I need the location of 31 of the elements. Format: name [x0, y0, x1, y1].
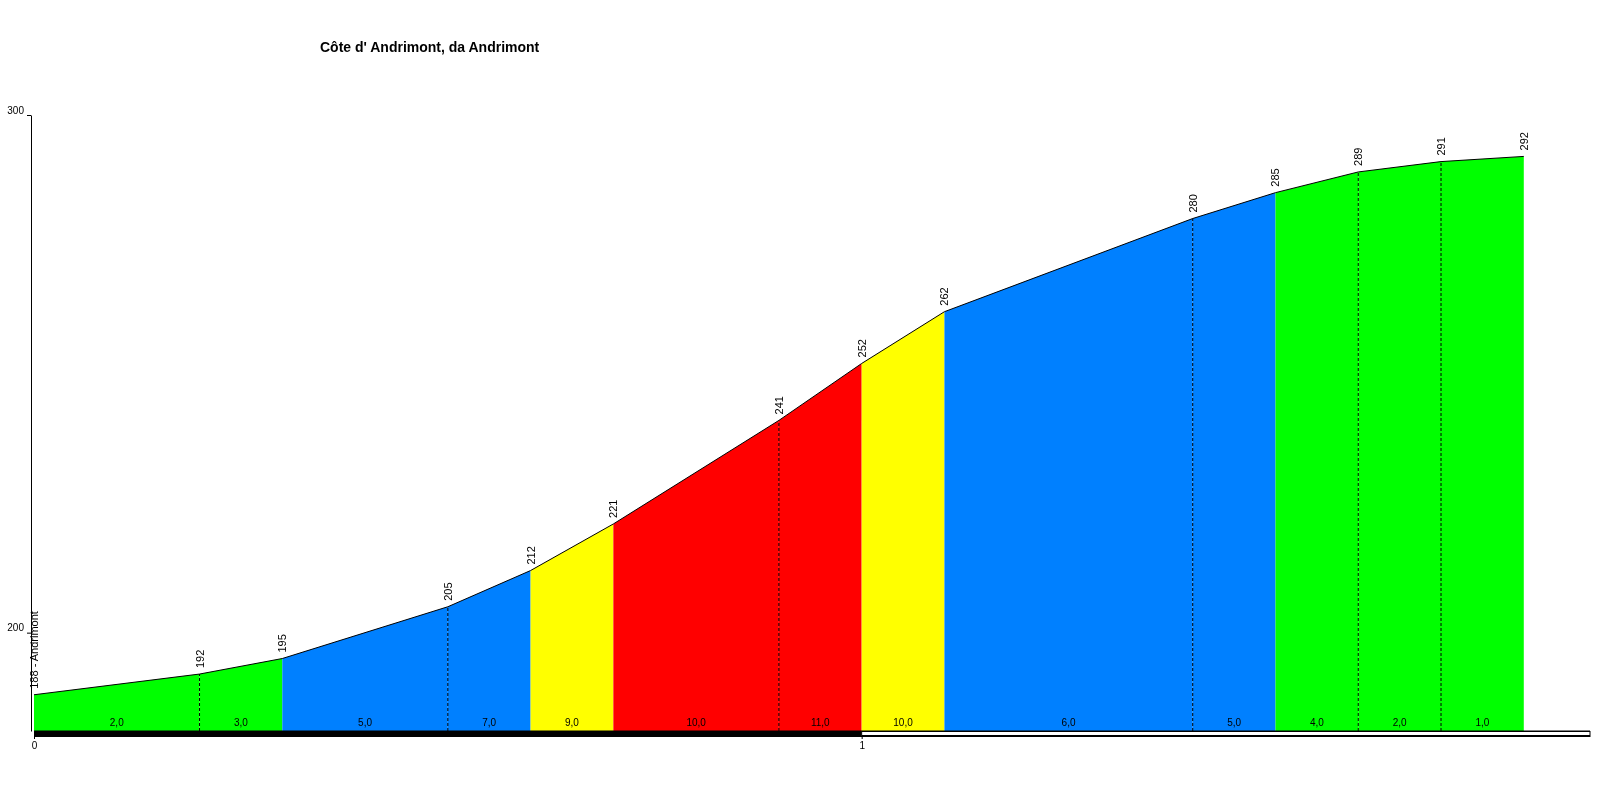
data-label: 285: [1269, 168, 1282, 187]
data-label: 195: [276, 634, 289, 653]
annotation: 4,0: [1309, 716, 1325, 728]
annotation: 2,0: [109, 716, 125, 728]
data-label: 205: [441, 582, 454, 601]
data-label: 262: [938, 287, 951, 306]
annotation: 3,0: [233, 716, 249, 728]
x-tick-label: 1: [859, 740, 866, 752]
annotation: 5,0: [358, 716, 373, 728]
x-tick-label: 0: [31, 740, 38, 752]
y-tick-label: 300: [7, 104, 25, 116]
annotation: 11,0: [810, 716, 831, 728]
y-tick-label: 200: [7, 622, 25, 634]
annotation: 7,0: [482, 716, 497, 728]
data-label: 212: [524, 546, 537, 565]
data-label: 252: [855, 339, 868, 358]
data-label: 241: [772, 396, 785, 415]
annotation: 9,0: [565, 716, 580, 728]
annotation: 6,0: [1061, 716, 1076, 728]
data-label: 291: [1435, 137, 1448, 156]
data-label: 221: [607, 499, 620, 518]
data-label: 289: [1352, 147, 1365, 166]
annotation: 2,0: [1392, 716, 1408, 728]
chart-title: Côte d' Andrimont, da Andrimont: [320, 39, 540, 55]
data-label: 192: [193, 649, 206, 669]
data-label: 292: [1517, 132, 1530, 151]
annotation: 5,0: [1227, 716, 1242, 728]
data-label: 280: [1186, 194, 1199, 213]
annotation: 10,0: [686, 716, 707, 728]
annotation: 1,0: [1475, 716, 1490, 728]
annotation: 10,0: [893, 716, 914, 728]
